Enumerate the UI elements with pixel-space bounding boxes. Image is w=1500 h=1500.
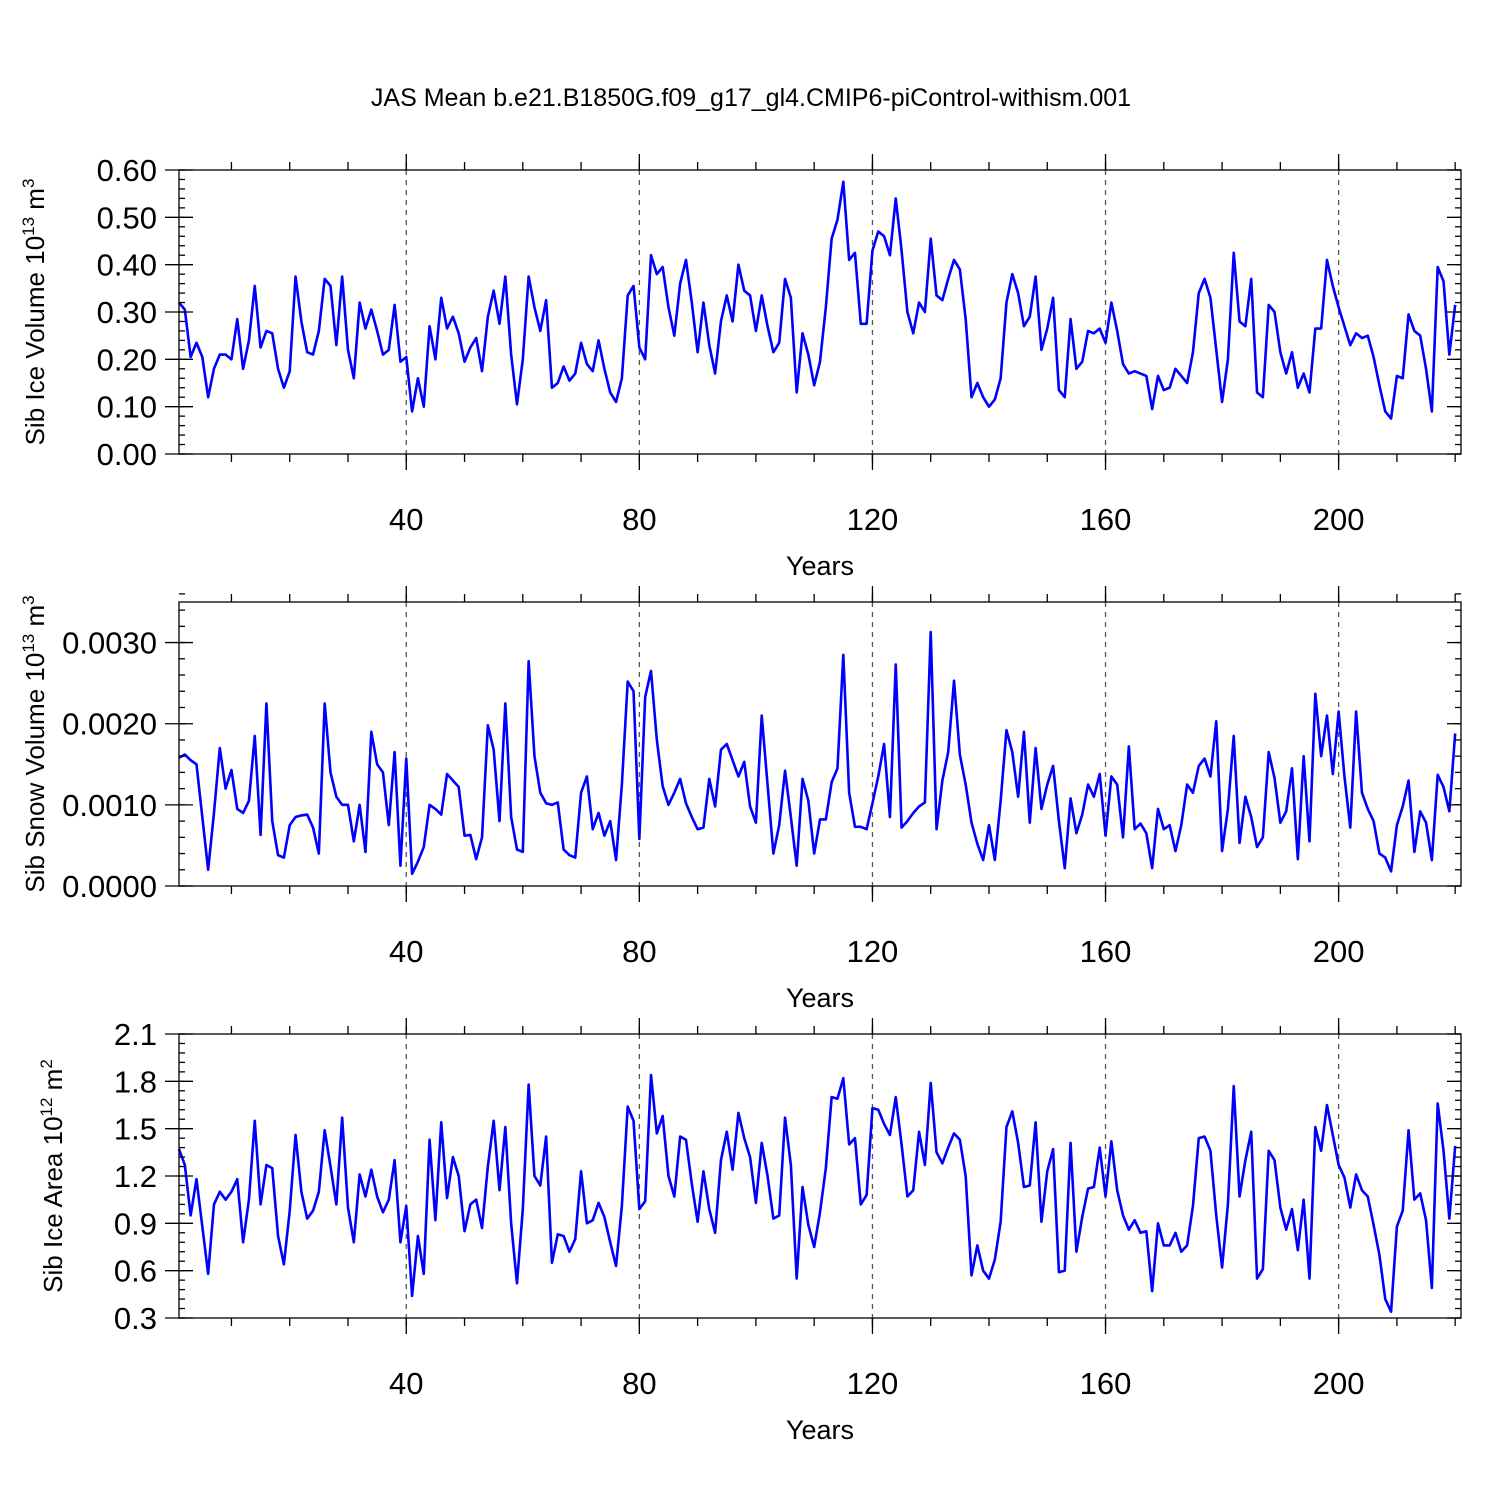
panels: 0.00 0.10 0.20 0.30 0.40 0.50 0.60 40 80 120 160 20… [19, 153, 1462, 1445]
series-line [178, 630, 1457, 876]
y-tick-label: 0.0020 [62, 707, 157, 742]
y-tick-label: 0.60 [97, 153, 157, 188]
y-tick-label: 0.50 [97, 200, 157, 235]
y-tick-label: 0.0030 [62, 626, 157, 661]
x-tick-label: 120 [847, 1366, 899, 1401]
x-tick-label: 160 [1080, 502, 1132, 537]
x-tick-label: 200 [1313, 934, 1365, 969]
x-tick-label: 120 [847, 502, 899, 537]
x-axis-label: Years [786, 551, 854, 581]
x-tick-label: 40 [389, 502, 423, 537]
x-tick-label: 80 [622, 1366, 656, 1401]
x-tick-label: 80 [622, 502, 656, 537]
x-tick-label: 40 [389, 934, 423, 969]
x-axis-label: Years [786, 1415, 854, 1445]
series-line [177, 180, 1457, 420]
x-tick-label: 160 [1080, 1366, 1132, 1401]
y-axis-label: Sib Snow Volume 1013 m3 [19, 595, 50, 892]
y-tick-label: 0.0000 [62, 869, 157, 904]
y-tick-label: 0.30 [97, 295, 157, 330]
y-tick-label: 1.8 [114, 1064, 157, 1099]
panel-1: 0.00 0.10 0.20 0.30 0.40 0.50 0.60 40 80 120 160 20… [19, 153, 1462, 581]
y-tick-label: 0.6 [114, 1254, 157, 1289]
y-tick-label: 0.10 [97, 390, 157, 425]
x-tick-label: 200 [1313, 502, 1365, 537]
panel-3: 0.3 0.6 0.9 1.2 1.5 1.8 2.1 40 80 120 160 200 Years S… [37, 1017, 1462, 1445]
y-tick-label: 0.0010 [62, 788, 157, 823]
plot-frame [178, 601, 1462, 887]
y-axis-label: Sib Ice Area 1012 m2 [37, 1059, 68, 1293]
x-tick-label: 80 [622, 934, 656, 969]
series-line [177, 1073, 1457, 1313]
x-tick-label: 40 [389, 1366, 423, 1401]
panel-2: 0.0000 0.0010 0.0020 0.0030 40 80 120 160 200 Yea… [19, 586, 1462, 1013]
chart-title: JAS Mean b.e21.B1850G.f09_g17_gl4.CMIP6-… [371, 84, 1131, 112]
y-tick-label: 0.40 [97, 248, 157, 283]
x-axis-label: Years [786, 983, 854, 1013]
y-tick-label: 1.5 [114, 1112, 157, 1147]
y-tick-label: 0.00 [97, 437, 157, 472]
x-tick-label: 200 [1313, 1366, 1365, 1401]
y-tick-label: 1.2 [114, 1159, 157, 1194]
x-tick-label: 160 [1080, 934, 1132, 969]
y-axis-label: Sib Ice Volume 1013 m3 [19, 179, 50, 446]
y-tick-label: 0.9 [114, 1206, 157, 1241]
y-tick-label: 0.20 [97, 342, 157, 377]
y-tick-label: 0.3 [114, 1301, 157, 1336]
x-tick-label: 120 [847, 934, 899, 969]
y-tick-label: 2.1 [114, 1017, 157, 1052]
